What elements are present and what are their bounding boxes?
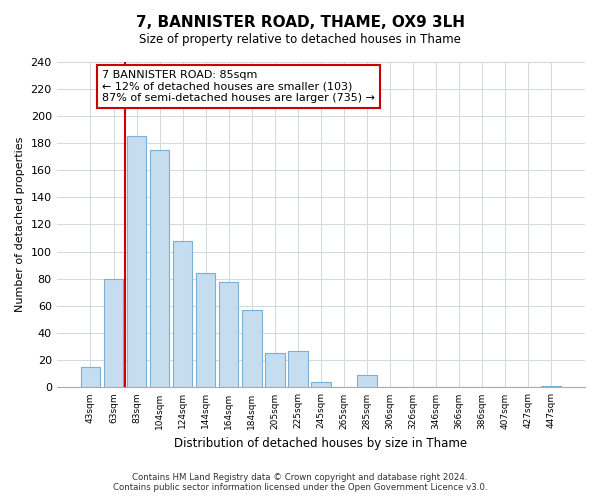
Bar [357,375,377,388]
Bar [265,354,284,388]
Bar [104,279,123,388]
Text: 7, BANNISTER ROAD, THAME, OX9 3LH: 7, BANNISTER ROAD, THAME, OX9 3LH [136,15,464,30]
Bar [242,310,262,388]
Bar [311,382,331,388]
Bar [541,386,561,388]
Bar [80,367,100,388]
Bar [127,136,146,388]
Y-axis label: Number of detached properties: Number of detached properties [15,137,25,312]
Text: Contains HM Land Registry data © Crown copyright and database right 2024.
Contai: Contains HM Land Registry data © Crown c… [113,473,487,492]
X-axis label: Distribution of detached houses by size in Thame: Distribution of detached houses by size … [174,437,467,450]
Bar [196,274,215,388]
Text: 7 BANNISTER ROAD: 85sqm
← 12% of detached houses are smaller (103)
87% of semi-d: 7 BANNISTER ROAD: 85sqm ← 12% of detache… [101,70,374,103]
Bar [150,150,169,388]
Text: Size of property relative to detached houses in Thame: Size of property relative to detached ho… [139,32,461,46]
Bar [288,351,308,388]
Bar [173,241,193,388]
Bar [219,282,238,388]
